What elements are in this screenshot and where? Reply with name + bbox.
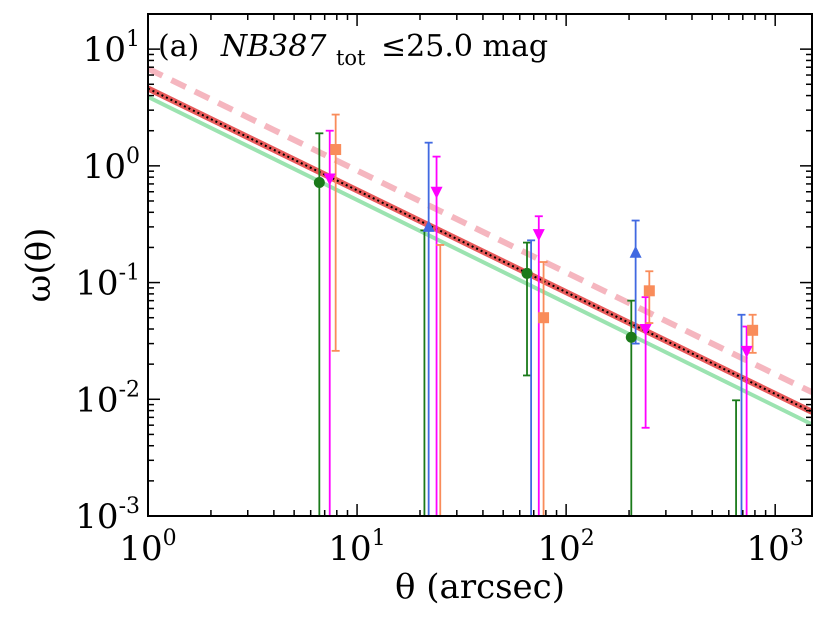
- plot-frame: [148, 14, 812, 516]
- x-tick-label-base: 10: [328, 529, 371, 569]
- title-main: NB387: [220, 29, 327, 64]
- x-tick-label: 100: [119, 526, 176, 569]
- y-tick-label-exp: 0: [126, 144, 140, 169]
- panel-label: (a): [158, 29, 199, 64]
- y-tick-label-exp: 1: [126, 27, 140, 52]
- blue-up-triangles-marker: [630, 246, 642, 258]
- x-tick-label: 101: [328, 526, 385, 569]
- x-axis-label: θ (arcsec): [395, 567, 565, 607]
- fit-lines: [148, 69, 812, 425]
- x-tick-label-exp: 0: [163, 526, 177, 551]
- y-tick-label-base: 10: [75, 264, 118, 304]
- y-tick-label-base: 10: [83, 30, 126, 70]
- x-tick-label-base: 10: [119, 529, 162, 569]
- data-markers: [314, 144, 758, 358]
- orange-squares-marker: [538, 312, 549, 323]
- orange-squares-marker: [747, 325, 758, 336]
- y-tick-label-exp: -1: [119, 261, 140, 286]
- y-tick-label: 101: [83, 27, 140, 70]
- green-circles-marker: [626, 332, 637, 343]
- y-tick-label: 100: [83, 144, 140, 187]
- x-tick-label-exp: 2: [581, 526, 595, 551]
- x-tick-label: 103: [747, 526, 804, 569]
- fit-pink-dashed-line: [148, 69, 812, 393]
- title-subscript: tot: [336, 46, 366, 70]
- x-tick-label-base: 10: [537, 529, 580, 569]
- y-tick-label-exp: -2: [119, 377, 140, 402]
- y-axis-label: ω(θ): [19, 228, 59, 303]
- x-tick-label: 102: [537, 526, 594, 569]
- x-tick-label-base: 10: [747, 529, 790, 569]
- x-tick-label-exp: 3: [790, 526, 804, 551]
- y-tick-label-base: 10: [75, 497, 118, 537]
- chart-title: (a) NB387 tot ≤25.0 mag: [158, 29, 548, 73]
- title-condition: ≤25.0 mag: [381, 29, 548, 64]
- y-tick-label-exp: -3: [119, 494, 140, 519]
- orange-squares-marker: [644, 285, 655, 296]
- fit-green-line: [148, 97, 812, 424]
- x-tick-label-exp: 1: [372, 526, 386, 551]
- y-tick-label: 10-2: [75, 377, 140, 420]
- orange-squares-marker: [330, 144, 341, 155]
- magenta-down-triangles-marker: [431, 187, 443, 199]
- chart: 100 101 102 103 10-310-210-1100101 (a) NB38…: [0, 0, 830, 623]
- x-tick-labels: 100 101 102 103: [119, 526, 803, 569]
- green-circles-marker: [314, 177, 325, 188]
- error-bars: [315, 115, 756, 516]
- green-circles-marker: [522, 268, 533, 279]
- y-tick-label: 10-1: [75, 261, 140, 304]
- y-tick-label-base: 10: [75, 380, 118, 420]
- y-tick-label-base: 10: [83, 147, 126, 187]
- magenta-down-triangles-marker: [533, 229, 545, 241]
- axis-ticks: [148, 14, 812, 516]
